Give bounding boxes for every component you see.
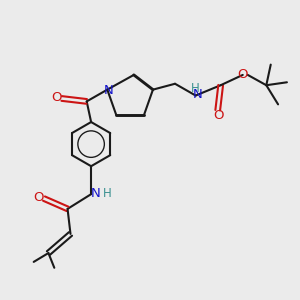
Text: N: N	[193, 88, 203, 101]
Text: N: N	[103, 84, 113, 97]
Text: O: O	[237, 68, 247, 81]
Text: H: H	[191, 82, 200, 95]
Text: N: N	[90, 187, 100, 200]
Text: O: O	[213, 109, 224, 122]
Text: O: O	[51, 92, 62, 104]
Text: H: H	[103, 187, 112, 200]
Text: O: O	[33, 190, 44, 204]
